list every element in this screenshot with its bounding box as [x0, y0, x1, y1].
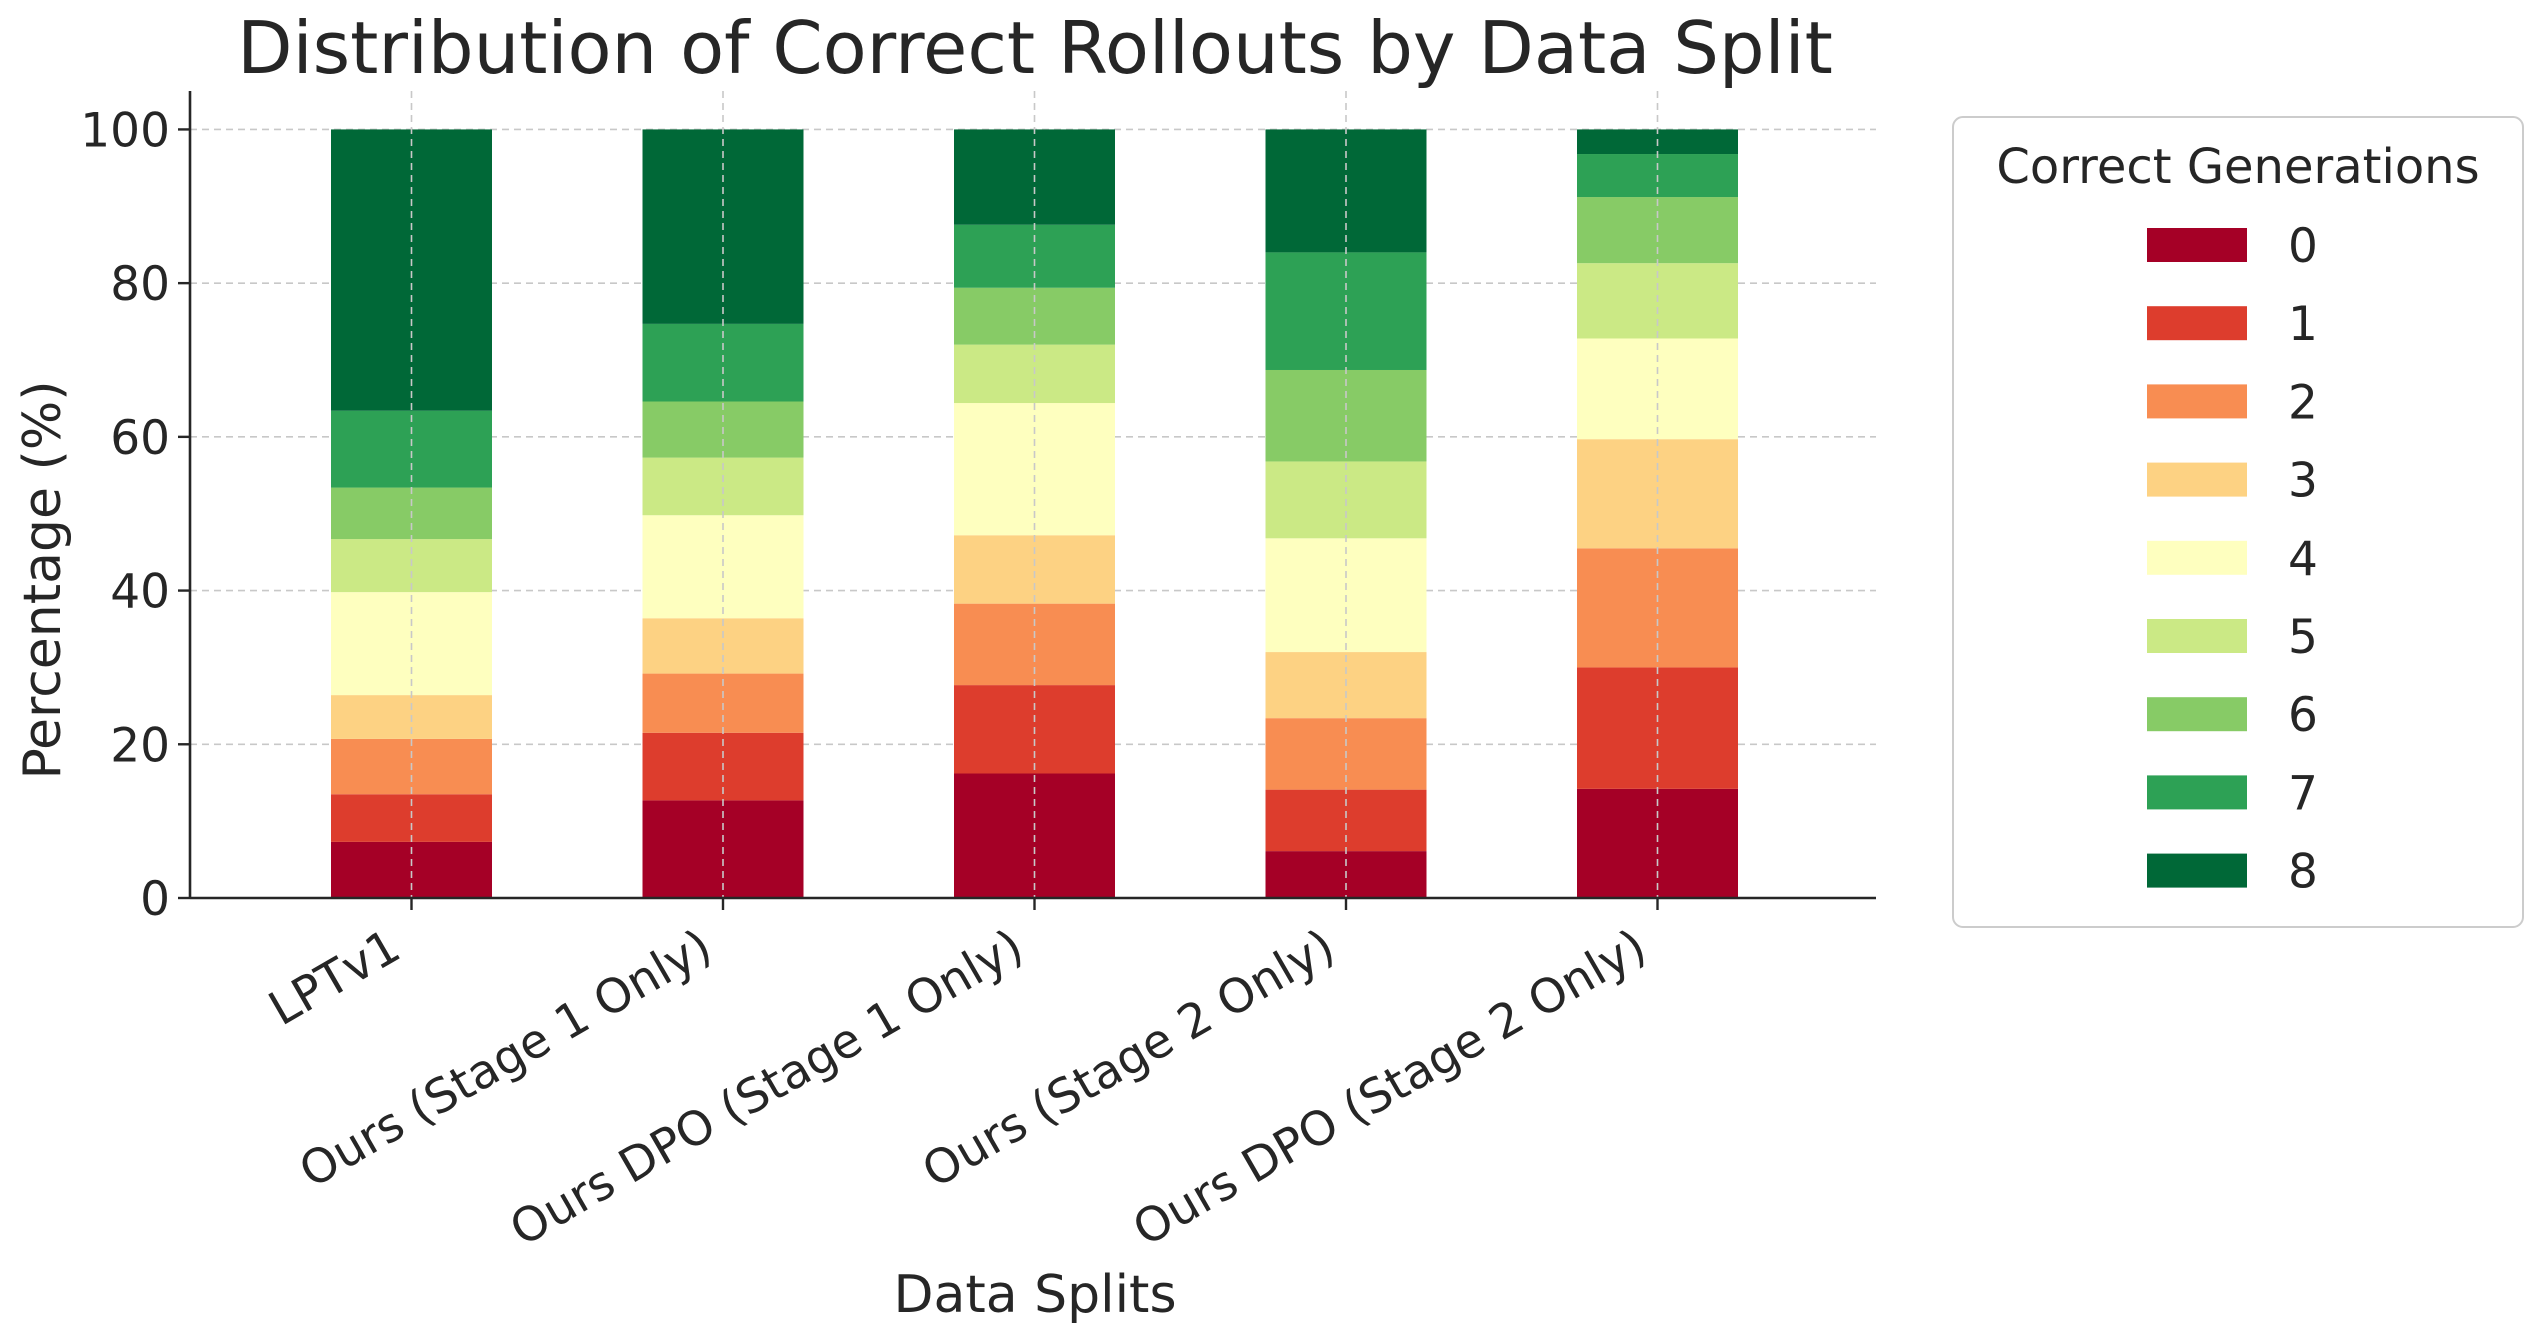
y-tick-label: 40: [110, 565, 170, 620]
y-tick-label: 20: [110, 718, 170, 773]
legend: Correct Generations 0 1 2 3 4 5 6 7 8: [1952, 116, 2524, 928]
bar-segment-3-2: [954, 535, 1115, 604]
y-tick-label: 0: [140, 872, 170, 927]
x-tick-label: LPTv1: [260, 919, 410, 1037]
y-tick-labels: 0 20 40 60 80 100: [80, 103, 170, 927]
legend-label-8: 8: [2288, 845, 2318, 900]
legend-label-2: 2: [2288, 375, 2318, 430]
bar-segment-4-4: [1577, 338, 1738, 440]
legend-swatch-2: [2147, 384, 2247, 419]
y-tick-label: 80: [110, 257, 170, 312]
y-axis-label: Percentage (%): [13, 380, 73, 779]
legend-label-4: 4: [2288, 532, 2318, 587]
legend-label-7: 7: [2288, 766, 2318, 821]
legend-label-1: 1: [2288, 297, 2318, 352]
vertical-grid-lines: [410, 91, 1659, 898]
x-tick-label: Ours DPO (Stage 2 Only): [1124, 919, 1655, 1258]
chart-title: Distribution of Correct Rollouts by Data…: [237, 6, 1833, 90]
legend-title: Correct Generations: [1996, 139, 2479, 195]
legend-label-0: 0: [2288, 219, 2318, 274]
y-tick-label: 100: [80, 103, 170, 158]
legend-swatch-5: [2147, 619, 2247, 653]
legend-swatch-6: [2147, 697, 2247, 732]
y-tick-label: 60: [110, 411, 170, 466]
x-tick-label: Ours DPO (Stage 1 Only): [501, 919, 1032, 1258]
legend-label-3: 3: [2288, 454, 2318, 509]
bar-segment-7-2: [954, 224, 1115, 288]
legend-swatch-3: [2147, 462, 2247, 497]
legend-frame: [1952, 116, 2524, 928]
x-axis-label: Data Splits: [893, 1265, 1176, 1325]
bar-segment-0-4: [1577, 788, 1738, 898]
bar-segment-7-0: [331, 410, 492, 488]
bar-segment-4-1: [642, 515, 804, 619]
legend-items: 0 1 2 3 4 5 6 7 8: [2147, 219, 2318, 900]
axes: [178, 91, 1876, 910]
legend-swatch-0: [2147, 228, 2247, 262]
legend-swatch-4: [2147, 540, 2247, 575]
legend-label-6: 6: [2288, 688, 2318, 743]
legend-swatch-7: [2147, 775, 2247, 810]
legend-swatch-1: [2147, 306, 2247, 341]
legend-swatch-8: [2147, 853, 2247, 888]
legend-label-5: 5: [2288, 610, 2318, 665]
